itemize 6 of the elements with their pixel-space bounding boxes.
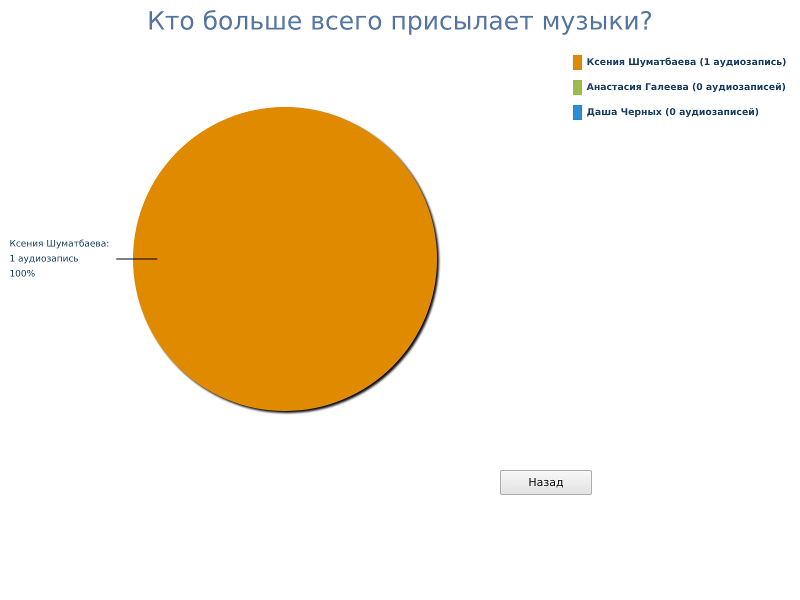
legend-label: Ксения Шуматбаева (1 аудиозапись) (586, 56, 786, 68)
back-button: Назад (500, 470, 592, 495)
chart-title: Кто больше всего присылает музыки? (147, 6, 653, 36)
legend-label: Даша Черных (0 аудиозаписей) (586, 106, 760, 118)
data-label: Ксения Шуматбаева: 1 аудиозапись 100% (9, 239, 110, 280)
legend-label: Анастасия Галеева (0 аудиозаписей) (586, 82, 786, 93)
